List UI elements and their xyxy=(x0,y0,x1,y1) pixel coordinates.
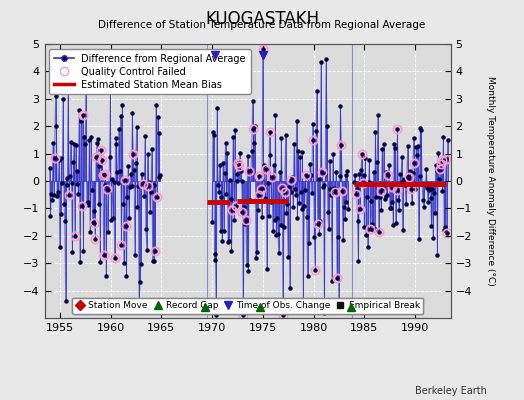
Text: Difference of Station Temperature Data from Regional Average: Difference of Station Temperature Data f… xyxy=(99,20,425,30)
Text: KUOGASTAKH: KUOGASTAKH xyxy=(205,10,319,28)
Text: Berkeley Earth: Berkeley Earth xyxy=(416,386,487,396)
Legend: Station Move, Record Gap, Time of Obs. Change, Empirical Break: Station Move, Record Gap, Time of Obs. C… xyxy=(72,298,423,314)
Y-axis label: Monthly Temperature Anomaly Difference (°C): Monthly Temperature Anomaly Difference (… xyxy=(486,76,495,286)
